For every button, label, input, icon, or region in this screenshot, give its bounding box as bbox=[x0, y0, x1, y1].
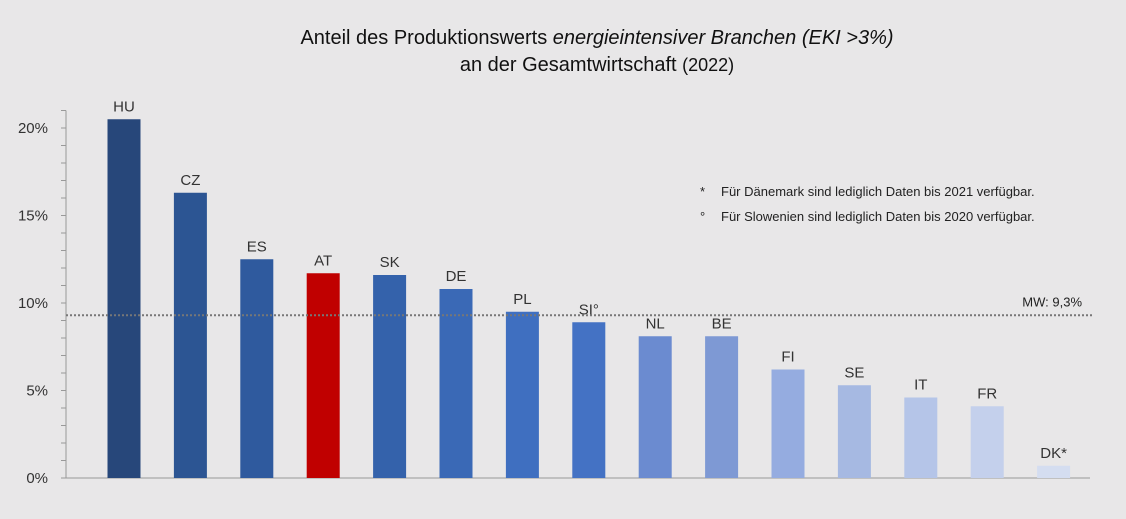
footnote-symbol: ° bbox=[700, 209, 705, 224]
footnotes: * Für Dänemark sind lediglich Daten bis … bbox=[700, 184, 1035, 224]
y-tick-label: 20% bbox=[18, 120, 48, 137]
category-label: NL bbox=[646, 315, 665, 332]
bar-sk bbox=[373, 275, 407, 478]
category-label: PL bbox=[513, 291, 531, 308]
category-label: FI bbox=[781, 349, 794, 366]
category-label: AT bbox=[314, 252, 332, 269]
category-label: DE bbox=[446, 268, 467, 285]
footnote-symbol: * bbox=[700, 184, 705, 199]
y-tick-label: 15% bbox=[18, 208, 48, 225]
bar-be bbox=[705, 336, 739, 478]
bar-es bbox=[240, 259, 274, 478]
bar-cz bbox=[173, 192, 207, 478]
category-label: FR bbox=[977, 385, 997, 402]
bars: HU CZ ES AT SK DE PL SI° NL BE FI SE IT FR DK* bbox=[107, 98, 1071, 478]
bar-at bbox=[306, 273, 340, 478]
mean-line-group: MW: 9,3% bbox=[66, 294, 1092, 317]
category-label: CZ bbox=[180, 172, 200, 189]
y-axis: 0% 5% 10% 15% 20% bbox=[18, 110, 1090, 487]
bar-si bbox=[572, 322, 606, 478]
chart-title-line2: an der Gesamtwirtschaft (2022) bbox=[460, 54, 734, 76]
bar-pl bbox=[505, 311, 539, 478]
bar-nl bbox=[638, 336, 672, 478]
y-tick-label: 10% bbox=[18, 295, 48, 312]
bar-dk bbox=[1037, 465, 1071, 478]
bar-hu bbox=[107, 119, 141, 478]
bar-se bbox=[837, 385, 871, 478]
footnote-text: Für Dänemark sind lediglich Daten bis 20… bbox=[721, 184, 1035, 199]
bar-fi bbox=[771, 369, 805, 478]
bar-it bbox=[904, 397, 938, 478]
category-label: HU bbox=[113, 98, 135, 115]
mean-line-label: MW: 9,3% bbox=[1022, 294, 1082, 309]
category-label: SK bbox=[380, 254, 400, 271]
category-label: SE bbox=[844, 364, 864, 381]
category-label: BE bbox=[712, 315, 732, 332]
bar-fr bbox=[970, 406, 1004, 478]
y-tick-label: 5% bbox=[26, 383, 48, 400]
chart-title-line1: Anteil des Produktionswerts energieinten… bbox=[300, 27, 893, 49]
category-label: DK* bbox=[1040, 445, 1067, 462]
bar-de bbox=[439, 289, 473, 478]
category-label: IT bbox=[914, 377, 927, 394]
y-tick-label: 0% bbox=[26, 470, 48, 487]
category-label: ES bbox=[247, 238, 267, 255]
category-label: SI° bbox=[579, 301, 599, 318]
footnote-text: Für Slowenien sind lediglich Daten bis 2… bbox=[721, 209, 1035, 224]
